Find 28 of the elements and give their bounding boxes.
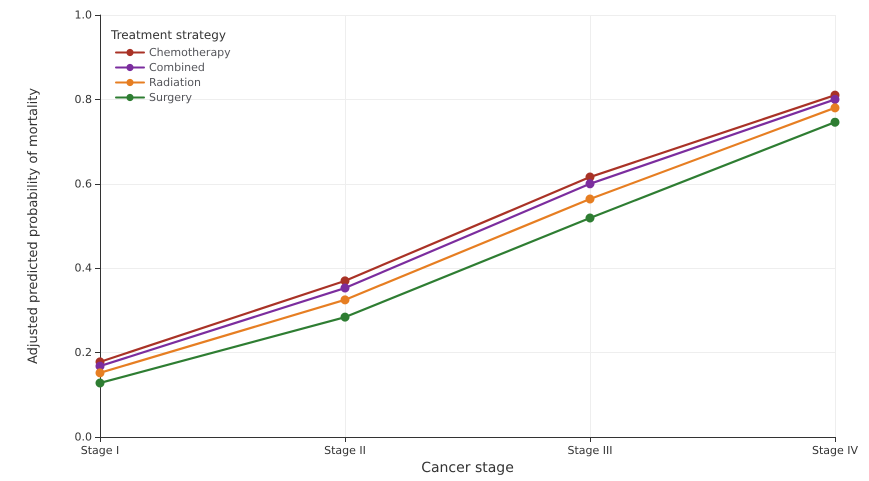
point [830, 118, 840, 127]
legend-label: Surgery [149, 91, 193, 104]
point [586, 213, 594, 222]
x-tick-label: Stage II [324, 444, 366, 457]
y-tick-label: 0.2 [74, 346, 92, 360]
point [830, 103, 840, 112]
point [340, 295, 350, 304]
x-tick-label: Stage I [80, 444, 120, 457]
y-axis-title: Adjusted predicted probability of mortality [26, 88, 41, 364]
legend-label: Combined [149, 61, 205, 74]
x-tick-label: Stage III [567, 444, 613, 457]
legend-label: Chemotherapy [149, 46, 232, 59]
point [340, 284, 350, 293]
point [96, 378, 104, 388]
legend-label: Radiation [149, 76, 202, 89]
y-tick-label: 0.0 [74, 430, 92, 444]
y-tick-label: 0.8 [74, 92, 92, 106]
point [96, 368, 104, 378]
y-tick-label: 1.0 [74, 8, 92, 22]
point [340, 312, 350, 322]
y-tick-label: 0.4 [74, 262, 92, 275]
point [830, 94, 840, 104]
legend-title: Treatment strategy [110, 28, 226, 42]
x-axis-title: Cancer stage [421, 460, 514, 476]
point [586, 179, 594, 188]
y-tick-label: 0.6 [74, 177, 92, 190]
point [586, 194, 594, 204]
x-tick-label: Stage IV [812, 444, 858, 457]
